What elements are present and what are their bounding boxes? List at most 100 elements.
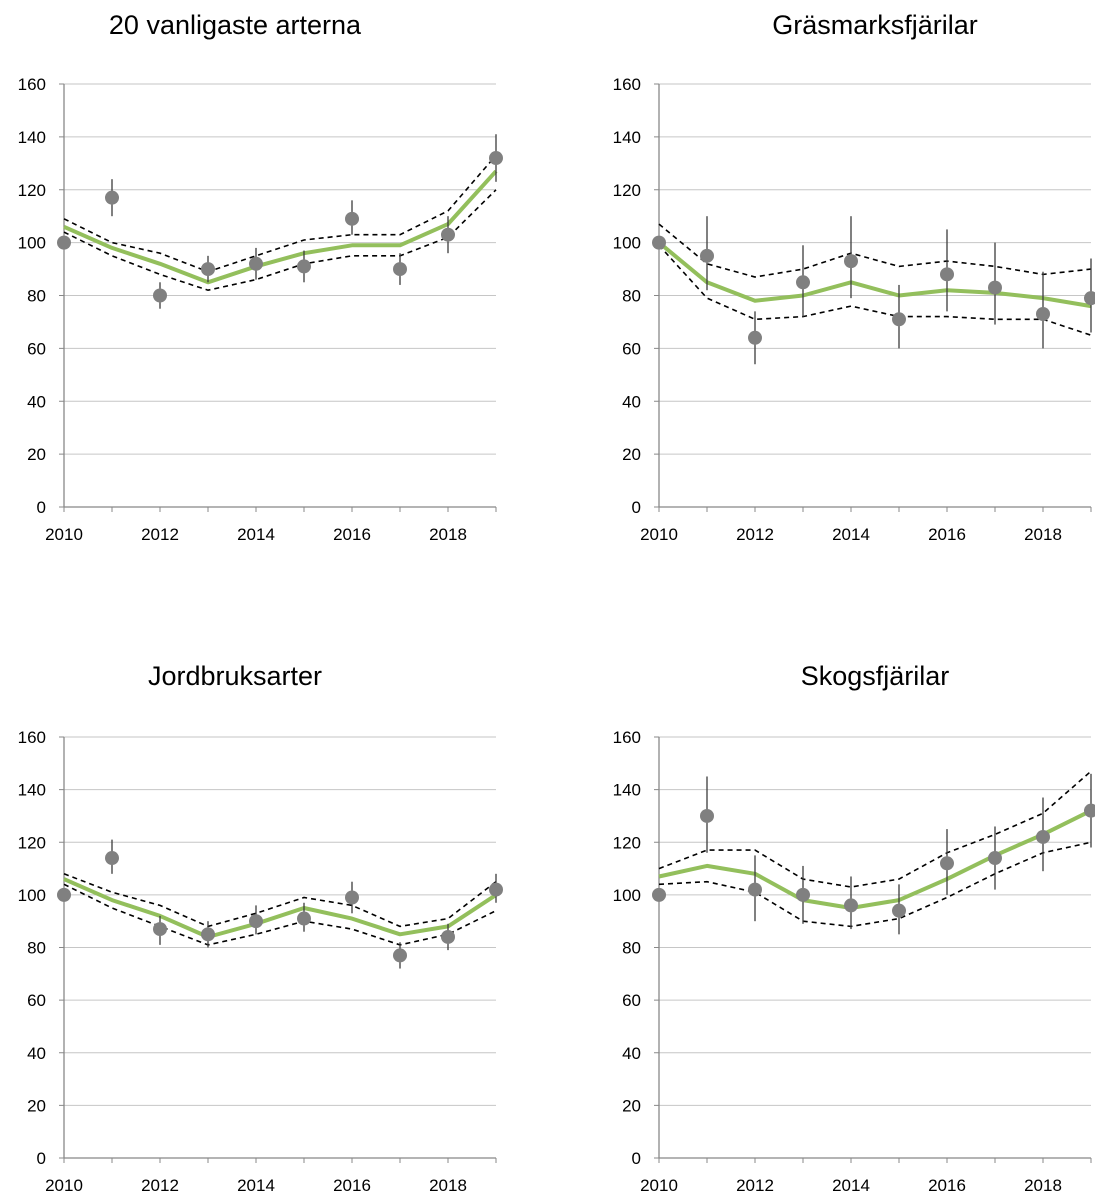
- data-point: [940, 856, 954, 871]
- x-tick-label: 2018: [1024, 1176, 1062, 1195]
- y-tick-label: 160: [613, 728, 641, 747]
- chart-title: Jordbruksarter: [148, 661, 322, 691]
- ci-upper-line: [658, 770, 1092, 888]
- x-tick-label: 2010: [640, 525, 678, 544]
- data-point: [489, 882, 503, 897]
- y-tick-label: 140: [18, 128, 46, 147]
- data-point: [57, 887, 71, 902]
- ci-lower-line: [63, 883, 497, 946]
- data-point: [297, 259, 311, 274]
- y-tick-label: 60: [622, 339, 641, 358]
- x-tick-label: 2010: [45, 525, 83, 544]
- data-point: [441, 227, 455, 242]
- data-point: [105, 190, 119, 205]
- chart-svg: Skogsfjärilar 0 20 40 60 80 100 120 140 160 2010 20…: [613, 661, 1095, 1195]
- chart-panel-top-right: Gräsmarksfjärilar 0 20 40 60 80 100 120 140 160 20…: [549, 0, 1095, 560]
- chart-title: Gräsmarksfjärilar: [772, 10, 978, 40]
- chart-svg: 20 vanligaste arterna 0 20 40 60 80 100 120 140 1…: [18, 10, 503, 544]
- y-tick-label: 60: [622, 991, 641, 1010]
- trend-line: [658, 808, 1092, 910]
- data-point: [153, 922, 167, 937]
- x-tick-label: 2010: [45, 1176, 83, 1195]
- data-point: [1084, 803, 1095, 818]
- y-tick-label: 80: [622, 287, 641, 306]
- data-point: [201, 262, 215, 277]
- y-tick-label: 100: [613, 234, 641, 253]
- y-tick-label: 20: [622, 445, 641, 464]
- x-tick-label: 2012: [141, 1176, 179, 1195]
- y-tick-label: 100: [18, 234, 46, 253]
- y-tick-label: 80: [27, 287, 46, 306]
- y-tick-label: 20: [27, 1096, 46, 1115]
- x-tick-label: 2014: [237, 1176, 275, 1195]
- y-tick-label: 20: [27, 445, 46, 464]
- x-tick-label: 2018: [429, 1176, 467, 1195]
- ci-lower-line: [63, 189, 497, 292]
- data-point: [652, 887, 666, 902]
- data-point: [1036, 829, 1050, 844]
- x-tick-label: 2016: [928, 525, 966, 544]
- x-tick-label: 2010: [640, 1176, 678, 1195]
- y-tick-label: 40: [27, 392, 46, 411]
- data-point: [748, 330, 762, 345]
- data-point: [345, 211, 359, 226]
- data-point: [940, 267, 954, 282]
- chart-panel-top-left: 20 vanligaste arterna 0 20 40 60 80 100 120 140 1…: [0, 0, 546, 560]
- y-tick-label: 0: [632, 1149, 641, 1168]
- ci-upper-line: [658, 223, 1092, 278]
- data-point: [249, 256, 263, 271]
- y-tick-label: 40: [27, 1044, 46, 1063]
- trend-line: [63, 877, 498, 939]
- data-point: [796, 275, 810, 290]
- data-point: [1084, 291, 1095, 306]
- ci-upper-line: [63, 873, 497, 928]
- chart-title: 20 vanligaste arterna: [109, 10, 362, 40]
- data-point: [796, 887, 810, 902]
- y-tick-label: 120: [613, 181, 641, 200]
- data-point: [105, 851, 119, 866]
- chart-svg: Jordbruksarter 0 20 40 60 80 100 120 140 160 2010 2…: [18, 661, 503, 1195]
- data-point: [249, 914, 263, 929]
- y-tick-label: 0: [37, 498, 46, 517]
- data-point: [748, 882, 762, 897]
- x-tick-label: 2012: [736, 1176, 774, 1195]
- x-tick-label: 2014: [237, 525, 275, 544]
- y-tick-label: 60: [27, 991, 46, 1010]
- data-point: [892, 312, 906, 327]
- x-tick-label: 2012: [141, 525, 179, 544]
- data-point: [393, 948, 407, 963]
- x-tick-label: 2016: [333, 1176, 371, 1195]
- y-tick-label: 140: [613, 128, 641, 147]
- y-tick-label: 100: [613, 886, 641, 905]
- data-point: [57, 235, 71, 250]
- x-tick-label: 2012: [736, 525, 774, 544]
- y-tick-label: 160: [18, 728, 46, 747]
- data-point: [489, 151, 503, 166]
- y-tick-label: 40: [622, 392, 641, 411]
- trend-line: [657, 241, 1092, 309]
- chart-title: Skogsfjärilar: [801, 661, 950, 691]
- y-tick-label: 160: [613, 75, 641, 94]
- data-point: [1036, 307, 1050, 322]
- data-point: [441, 929, 455, 944]
- data-point: [700, 248, 714, 263]
- data-point: [844, 898, 858, 913]
- data-point: [201, 927, 215, 942]
- data-point: [153, 288, 167, 303]
- chart-svg: Gräsmarksfjärilar 0 20 40 60 80 100 120 140 160 20…: [613, 10, 1095, 544]
- ci-lower-line: [658, 244, 1092, 336]
- y-tick-label: 160: [18, 75, 46, 94]
- x-tick-label: 2016: [333, 525, 371, 544]
- trend-line: [63, 169, 498, 285]
- data-point: [892, 903, 906, 918]
- chart-panel-bottom-left: Jordbruksarter 0 20 40 60 80 100 120 140 160 2010 2…: [0, 652, 546, 1196]
- y-tick-label: 120: [18, 181, 46, 200]
- x-tick-label: 2018: [429, 525, 467, 544]
- data-point: [988, 851, 1002, 866]
- data-point: [652, 235, 666, 250]
- y-tick-label: 40: [622, 1044, 641, 1063]
- data-point: [988, 280, 1002, 295]
- y-tick-label: 140: [18, 781, 46, 800]
- x-tick-label: 2016: [928, 1176, 966, 1195]
- y-tick-label: 0: [37, 1149, 46, 1168]
